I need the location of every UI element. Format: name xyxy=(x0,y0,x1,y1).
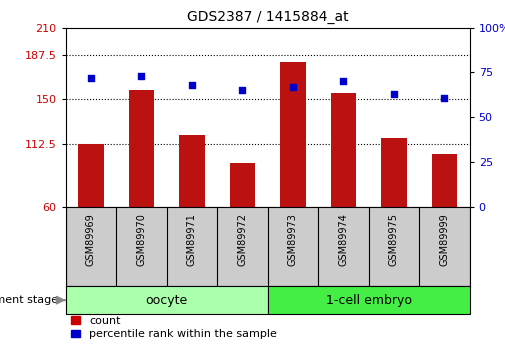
Point xyxy=(440,95,448,100)
Text: development stage: development stage xyxy=(0,295,58,305)
Point xyxy=(238,88,246,93)
Text: GSM89970: GSM89970 xyxy=(136,213,146,266)
Text: 1-cell embryo: 1-cell embryo xyxy=(326,294,412,307)
Bar xyxy=(230,163,255,207)
Bar xyxy=(129,90,154,207)
Bar xyxy=(432,154,457,207)
Bar xyxy=(66,286,268,314)
Text: oocyte: oocyte xyxy=(145,294,188,307)
Bar xyxy=(381,138,407,207)
Text: GSM89974: GSM89974 xyxy=(338,213,348,266)
Legend: count, percentile rank within the sample: count, percentile rank within the sample xyxy=(71,316,277,339)
Text: GSM89999: GSM89999 xyxy=(439,213,449,266)
Bar xyxy=(179,135,205,207)
Point xyxy=(339,79,347,84)
Bar xyxy=(78,144,104,207)
Point xyxy=(137,73,145,79)
Text: GSM89969: GSM89969 xyxy=(86,213,96,266)
Text: GSM89971: GSM89971 xyxy=(187,213,197,266)
Title: GDS2387 / 1415884_at: GDS2387 / 1415884_at xyxy=(187,10,348,24)
Text: GSM89972: GSM89972 xyxy=(237,213,247,266)
Bar xyxy=(280,62,306,207)
Bar xyxy=(268,286,470,314)
Text: GSM89975: GSM89975 xyxy=(389,213,399,266)
Bar xyxy=(331,93,356,207)
Point xyxy=(188,82,196,88)
Text: GSM89973: GSM89973 xyxy=(288,213,298,266)
Point xyxy=(289,84,297,90)
Point xyxy=(390,91,398,97)
Point xyxy=(87,75,95,81)
